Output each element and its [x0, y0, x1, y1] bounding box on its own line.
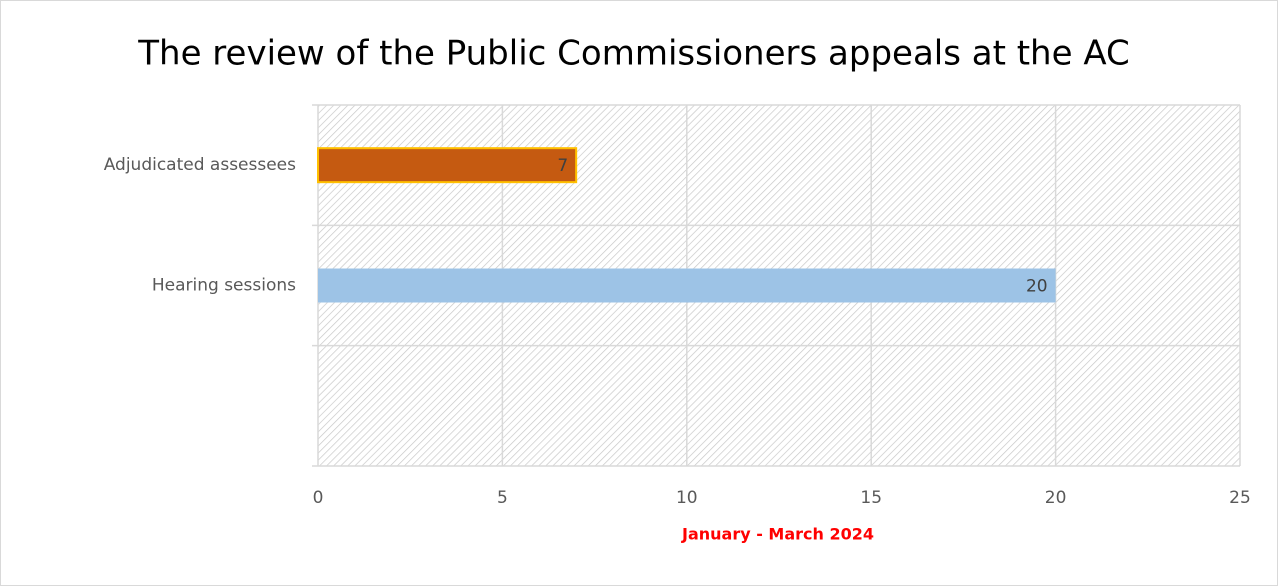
x-tick-label: 5 — [497, 488, 508, 508]
bar — [318, 268, 1056, 303]
data-label: 20 — [1026, 277, 1048, 297]
x-axis-label: January - March 2024 — [681, 525, 874, 544]
x-tick-label: 10 — [676, 488, 698, 508]
y-tick-label: Adjudicated assessees — [104, 155, 296, 175]
data-label: 7 — [557, 156, 568, 176]
x-tick-label: 15 — [860, 488, 882, 508]
x-tick-label: 20 — [1045, 488, 1067, 508]
chart-title: The review of the Public Commissioners a… — [137, 34, 1129, 74]
bar — [317, 147, 578, 184]
y-tick-label: Hearing sessions — [152, 276, 296, 296]
x-tick-label: 0 — [313, 488, 324, 508]
x-tick-label: 25 — [1229, 488, 1251, 508]
